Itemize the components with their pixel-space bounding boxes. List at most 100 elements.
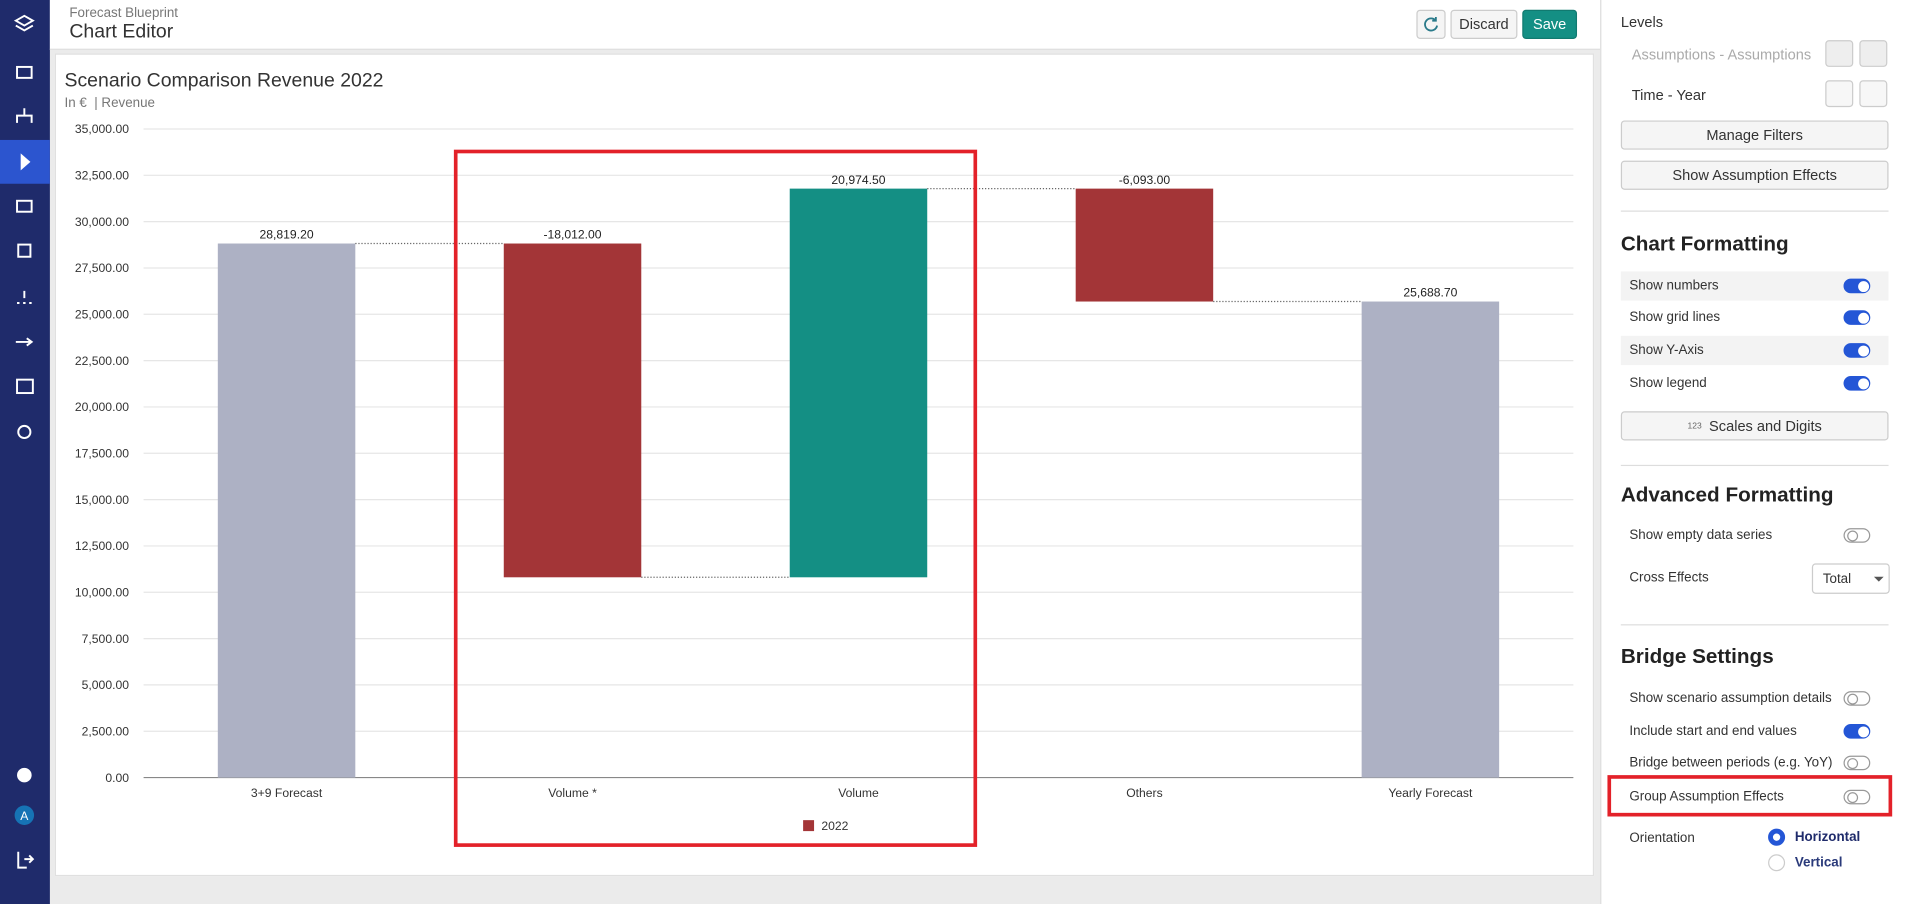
level-icon-button[interactable] (1859, 40, 1888, 67)
y-tick-label: 15,000.00 (75, 493, 129, 507)
toggle-label: Show Y-Axis (1629, 343, 1704, 358)
chart-title: Scenario Comparison Revenue 2022 (64, 69, 383, 91)
value-label: 20,974.50 (831, 173, 885, 187)
y-tick-label: 30,000.00 (75, 215, 129, 229)
level-icon-button[interactable] (1859, 80, 1888, 108)
settings-sidebar: Levels Assumptions - Assumptions Time - Ye… (1600, 0, 1908, 904)
y-tick-label: 17,500.00 (75, 447, 129, 461)
action-button[interactable]: Manage Filters (1620, 120, 1889, 150)
separator (1620, 624, 1889, 626)
toggle[interactable] (1843, 376, 1871, 391)
chart-subtitle: In € | Revenue (64, 95, 154, 110)
action-label: Manage Filters (1706, 126, 1803, 144)
highlight-box (453, 149, 978, 847)
radio-label: Horizontal (1794, 829, 1861, 845)
nav-icon[interactable] (16, 199, 33, 213)
separator (1620, 464, 1889, 467)
toggle[interactable] (1843, 343, 1871, 358)
separator (1620, 210, 1889, 212)
y-tick-label: 0.00 (105, 771, 129, 785)
y-tick-label: 22,500.00 (75, 354, 129, 368)
x-tick-label: Others (1126, 786, 1162, 800)
bar (1075, 188, 1214, 302)
toggle[interactable] (1843, 528, 1871, 543)
refresh-icon (1424, 17, 1438, 32)
avatar[interactable] (14, 805, 35, 826)
dropdown[interactable]: Total (1811, 563, 1890, 594)
dropdown-value: Total (1822, 571, 1852, 587)
bar (503, 243, 642, 578)
nav-icons: A (0, 14, 50, 869)
toggle-label: Group Assumption Effects (1629, 789, 1784, 805)
bar (217, 243, 356, 778)
logout-icon[interactable] (17, 851, 35, 869)
value-label: 28,819.20 (260, 228, 314, 242)
nav-icon[interactable] (20, 153, 31, 171)
legend-label: 2022 (821, 819, 848, 833)
level-icon-button[interactable] (1825, 80, 1854, 108)
top-bar: Forecast Blueprint Chart Editor Discard … (49, 0, 1601, 50)
nav-icon[interactable] (16, 108, 33, 123)
value-label: 25,688.70 (1403, 286, 1457, 300)
orientation-label: Orientation (1629, 831, 1695, 846)
logo-icon[interactable] (13, 14, 35, 32)
y-tick-label: 20,000.00 (75, 400, 129, 414)
scales-button[interactable]: 123 Scales and Digits (1620, 411, 1889, 441)
bar (1361, 301, 1500, 778)
dropdown-label: Cross Effects (1629, 570, 1709, 586)
level-item: Assumptions - Assumptions (1631, 46, 1812, 64)
toggle-knob (1858, 312, 1870, 324)
y-tick-label: 12,500.00 (75, 539, 129, 553)
toggle-label: Show legend (1629, 376, 1707, 391)
x-tick-label: 3+9 Forecast (251, 786, 323, 800)
legend-swatch (803, 820, 815, 832)
nav-icon[interactable] (15, 337, 34, 347)
toggle-label: Show numbers (1629, 278, 1719, 294)
toggle[interactable] (1843, 691, 1871, 706)
dropdown-caret (1873, 576, 1884, 582)
nav-icon[interactable] (17, 290, 32, 304)
chart: Scenario Comparison Revenue 2022 In € | … (64, 69, 1574, 833)
button-icon: 123 (1687, 421, 1702, 431)
nav-icon[interactable] (16, 65, 33, 79)
y-tick-label: 27,500.00 (75, 261, 129, 275)
toggle[interactable] (1843, 755, 1871, 771)
refresh-button[interactable] (1416, 9, 1446, 39)
x-tick-label: Yearly Forecast (1388, 786, 1473, 800)
toggle-knob (1858, 345, 1870, 357)
nav-icon[interactable] (17, 243, 32, 258)
help-icon[interactable] (17, 767, 32, 783)
section-title: Bridge Settings (1620, 644, 1774, 669)
toggle[interactable] (1843, 789, 1871, 805)
nav-icon[interactable] (17, 424, 32, 440)
x-tick-label: Volume (838, 786, 879, 800)
toggle[interactable] (1843, 724, 1871, 739)
bar (789, 188, 928, 578)
radio[interactable] (1768, 854, 1786, 872)
y-tick-label: 2,500.00 (82, 724, 130, 738)
toggle[interactable] (1843, 278, 1871, 294)
save-button[interactable]: Save (1522, 9, 1578, 39)
radio[interactable] (1768, 828, 1786, 846)
level-icon-button[interactable] (1825, 40, 1854, 67)
toggle[interactable] (1843, 310, 1871, 325)
nav-icon[interactable] (16, 378, 34, 395)
toggle-label: Show empty data series (1629, 528, 1773, 543)
x-tick-label: Volume * (548, 786, 597, 800)
nav-bar: A (0, 0, 50, 904)
toggle-knob (1858, 281, 1870, 293)
toggle-knob (1847, 792, 1859, 804)
toggle-label: Include start and end values (1629, 724, 1797, 739)
y-tick-label: 5,000.00 (82, 678, 130, 692)
discard-button[interactable]: Discard (1450, 9, 1518, 39)
action-button[interactable]: Show Assumption Effects (1620, 160, 1889, 190)
value-label: -6,093.00 (1119, 173, 1171, 187)
section-title: Advanced Formatting (1620, 483, 1834, 507)
toggle-knob (1858, 726, 1870, 738)
toggle-label: Show scenario assumption details (1629, 691, 1832, 706)
avatar-letter: A (20, 809, 29, 823)
toggle-label: Show grid lines (1629, 310, 1721, 325)
highlight-box (1607, 775, 1893, 817)
levels-title: Levels (1620, 13, 1664, 31)
